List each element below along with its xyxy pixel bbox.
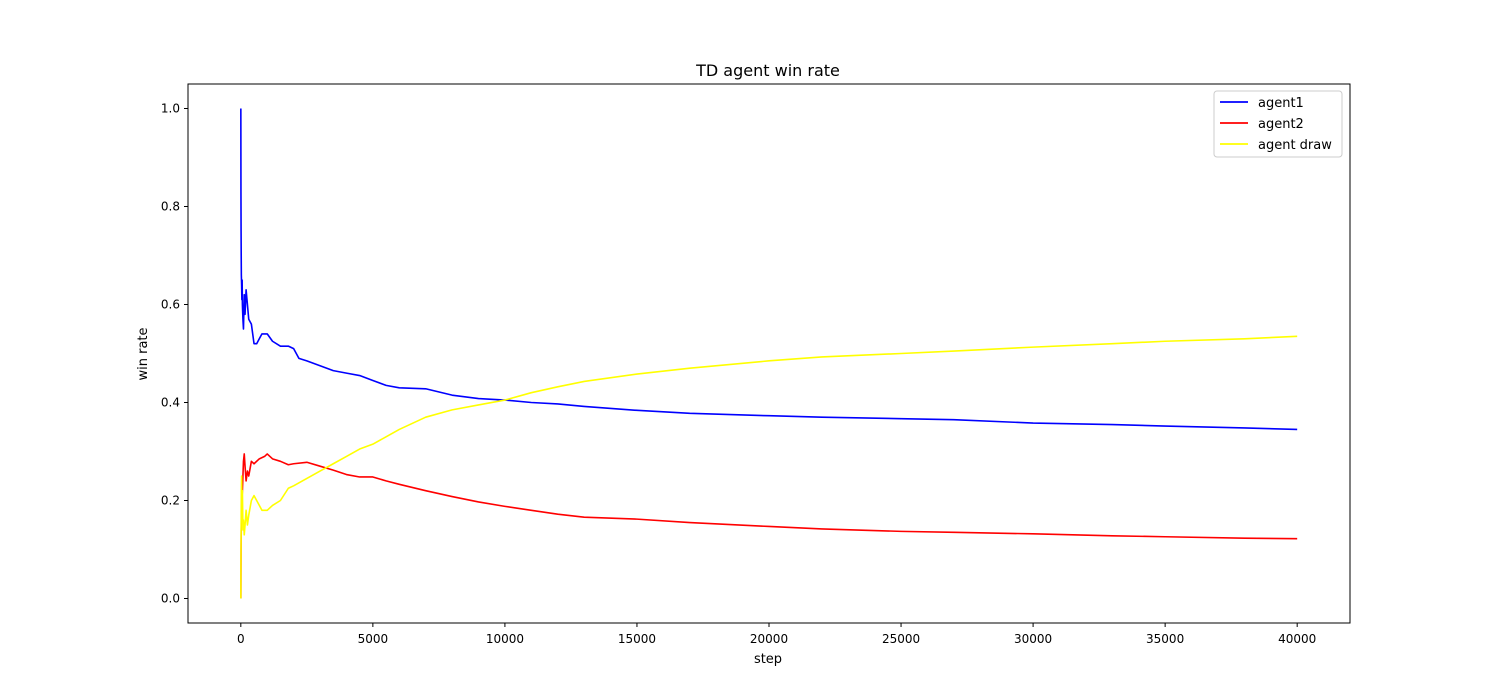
x-tick-label: 10000	[486, 632, 524, 646]
legend-box	[1213, 90, 1343, 158]
legend-label: agent1	[1258, 96, 1304, 111]
y-tick-label: 0.4	[161, 396, 180, 410]
y-tick-label: 1.0	[161, 102, 180, 116]
y-tick-label: 0.8	[161, 200, 180, 214]
y-axis: 0.0 0.2 0.4 0.6 0.8 1.0	[161, 102, 188, 606]
legend: agent1 agent2 agent draw	[1213, 90, 1343, 158]
x-tick-label: 25000	[882, 632, 920, 646]
x-tick-label: 30000	[1014, 632, 1052, 646]
x-axis-label: step	[754, 652, 782, 667]
y-tick-label: 0.6	[161, 298, 180, 312]
chart-title: TD agent win rate	[695, 61, 840, 80]
y-tick-label: 0.0	[161, 592, 180, 606]
series-line-agent1	[240, 108, 1298, 431]
x-axis: 0 5000 10000 15000 20000 25000 30000 35000 40000	[237, 623, 1316, 646]
legend-label: agent2	[1258, 117, 1304, 132]
series-line-agent2	[240, 453, 1298, 599]
y-tick-label: 0.2	[161, 494, 180, 508]
x-tick-label: 0	[237, 632, 245, 646]
x-tick-label: 40000	[1278, 632, 1316, 646]
x-tick-label: 20000	[750, 632, 788, 646]
x-tick-label: 5000	[358, 632, 389, 646]
x-tick-label: 15000	[618, 632, 656, 646]
y-axis-label: win rate	[136, 327, 151, 380]
x-tick-label: 35000	[1146, 632, 1184, 646]
legend-label: agent draw	[1258, 138, 1332, 153]
series-line-agent-draw	[240, 335, 1298, 599]
